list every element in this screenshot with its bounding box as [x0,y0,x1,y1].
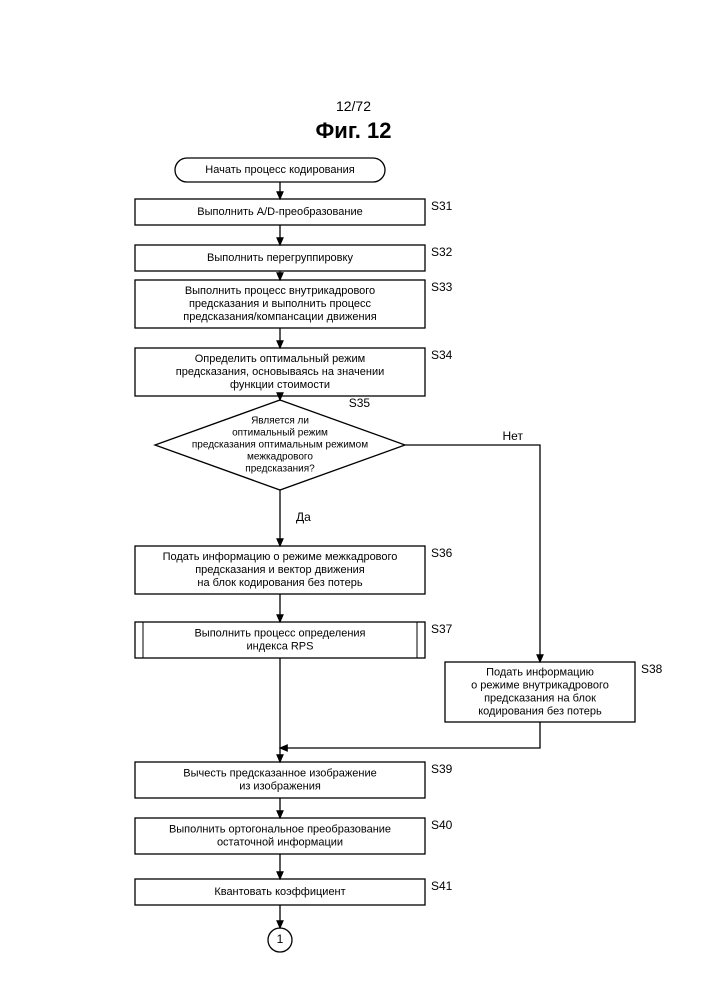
svg-text:S35: S35 [349,396,371,410]
svg-text:Подать информацию о режиме меж: Подать информацию о режиме межкадрового [163,551,398,563]
step-label: S36 [431,546,453,560]
svg-text:Выполнить процесс внутрикадров: Выполнить процесс внутрикадрового [185,285,375,297]
svg-text:Да: Да [296,510,311,524]
svg-text:предсказания и выполнить проце: предсказания и выполнить процесс [189,298,372,310]
step-label: S33 [431,280,453,294]
step-label: S34 [431,348,453,362]
svg-text:Начать процесс кодирования: Начать процесс кодирования [205,164,354,176]
svg-text:Выполнить ортогональное преобр: Выполнить ортогональное преобразование [169,823,391,835]
svg-text:Подать информацию: Подать информацию [486,666,594,678]
svg-text:предсказания, основываясь на з: предсказания, основываясь на значении [176,366,384,378]
step-label: S38 [641,662,663,676]
svg-text:остаточной информации: остаточной информации [217,836,343,848]
svg-text:межкадрового: межкадрового [247,452,313,463]
flowchart: Начать процесс кодирования Выполнить A/D-… [0,0,707,1000]
svg-text:предсказания?: предсказания? [245,464,315,475]
svg-text:Выполнить процесс определения: Выполнить процесс определения [194,627,365,639]
step-label: S37 [431,622,453,636]
svg-text:индекса RPS: индекса RPS [247,640,314,652]
svg-text:Квантовать коэффициент: Квантовать коэффициент [214,886,345,898]
svg-text:1: 1 [277,932,284,946]
step-label: S40 [431,818,453,832]
svg-text:предсказания/компансации движе: предсказания/компансации движения [183,311,376,323]
svg-text:предсказания на блок: предсказания на блок [484,692,596,704]
step-label: S39 [431,762,453,776]
svg-text:о режиме внутрикадрового: о режиме внутрикадрового [471,679,609,691]
svg-text:предсказания и вектор движения: предсказания и вектор движения [195,564,365,576]
svg-text:кодирования без потерь: кодирования без потерь [478,705,602,717]
svg-text:функции стоимости: функции стоимости [230,379,330,391]
step-label: S41 [431,879,453,893]
svg-text:Выполнить перегруппировку: Выполнить перегруппировку [207,252,353,264]
svg-text:на блок кодирования без потерь: на блок кодирования без потерь [197,577,362,589]
svg-text:предсказания оптимальным режим: предсказания оптимальным режимом [192,440,368,451]
svg-text:из изображения: из изображения [239,780,321,792]
svg-text:Является ли: Является ли [251,416,309,427]
svg-text:оптимальный режим: оптимальный режим [232,428,328,439]
svg-text:Нет: Нет [503,429,524,443]
svg-text:Выполнить A/D-преобразование: Выполнить A/D-преобразование [197,206,362,218]
svg-text:Определить оптимальный режим: Определить оптимальный режим [195,353,366,365]
svg-text:Вычесть предсказанное изображе: Вычесть предсказанное изображение [183,767,376,779]
step-label: S31 [431,199,453,213]
edge-merge [280,722,540,748]
step-label: S32 [431,245,453,259]
